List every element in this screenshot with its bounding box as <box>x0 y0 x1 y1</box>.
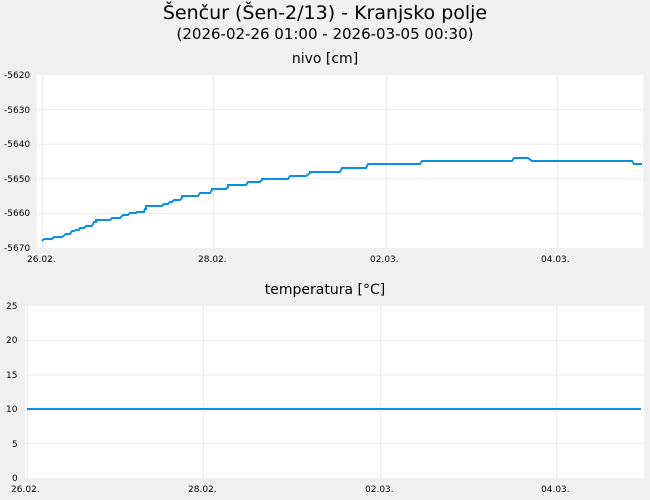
svg-text:02.03.: 02.03. <box>365 485 394 495</box>
svg-text:10: 10 <box>6 405 18 415</box>
svg-text:25: 25 <box>6 302 17 312</box>
chart-subtitle: (2026-02-26 01:00 - 2026-03-05 00:30) <box>176 25 474 43</box>
svg-text:20: 20 <box>6 336 18 346</box>
svg-text:26.02.: 26.02. <box>27 255 56 265</box>
temperature-y-ticks: 25 20 15 10 5 0 <box>6 302 18 484</box>
svg-text:04.03.: 04.03. <box>541 485 570 495</box>
level-y-ticks: -5620 -5630 -5640 -5650 -5660 -5670 <box>4 71 30 254</box>
temperature-chart-title: temperatura [°C] <box>264 282 386 298</box>
svg-text:5: 5 <box>12 440 18 450</box>
svg-text:-5630: -5630 <box>4 106 30 116</box>
svg-text:-5650: -5650 <box>4 175 30 185</box>
svg-text:04.03.: 04.03. <box>541 255 570 265</box>
svg-text:28.02.: 28.02. <box>188 485 217 495</box>
svg-text:-5640: -5640 <box>4 140 30 150</box>
temperature-chart: 25 20 15 10 5 0 26.02. 28.02. 02.03. 04.… <box>6 302 644 495</box>
svg-text:15: 15 <box>6 371 17 381</box>
svg-text:-5660: -5660 <box>4 209 30 219</box>
svg-text:28.02.: 28.02. <box>198 255 227 265</box>
temperature-x-ticks: 26.02. 28.02. 02.03. 04.03. <box>11 485 570 495</box>
level-gridlines <box>37 75 643 248</box>
svg-text:02.03.: 02.03. <box>370 255 399 265</box>
level-chart: -5620 -5630 -5640 -5650 -5660 -5670 26.0… <box>4 71 643 265</box>
svg-text:-5670: -5670 <box>4 244 30 254</box>
level-x-ticks: 26.02. 28.02. 02.03. 04.03. <box>27 255 570 265</box>
svg-text:0: 0 <box>12 474 18 484</box>
svg-text:26.02.: 26.02. <box>11 485 40 495</box>
level-chart-title: nivo [cm] <box>291 51 359 67</box>
temperature-plot-area <box>25 306 644 478</box>
level-line <box>41 157 642 242</box>
chart-title: Šenčur (Šen-2/13) - Kranjsko polje <box>162 2 488 24</box>
svg-text:-5620: -5620 <box>4 71 30 81</box>
